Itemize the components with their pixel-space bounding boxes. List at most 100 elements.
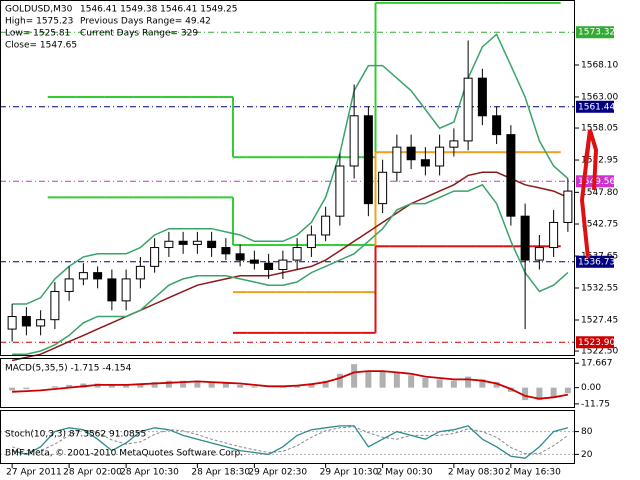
marker-label: 1573.32	[578, 28, 615, 38]
marker-label: 1561.44	[578, 102, 615, 112]
candle-body	[349, 115, 359, 167]
candle-body	[292, 247, 302, 261]
marker-box	[576, 336, 614, 349]
candle-body	[7, 316, 17, 330]
y-tick-label: 1547.80	[581, 188, 618, 198]
candle-body	[93, 272, 103, 280]
x-tick-label: 2 May 16:30	[505, 468, 561, 478]
macd-bar	[251, 386, 258, 388]
candle-body	[549, 221, 559, 249]
symbol: GOLDUSD,M30	[5, 5, 73, 15]
y-tick-label: 1527.45	[581, 315, 618, 325]
candle-body	[335, 165, 345, 217]
macd-frame	[0, 358, 575, 408]
marker-label: 1549.56	[578, 177, 615, 187]
candle-body	[150, 247, 160, 267]
candle-body	[207, 240, 217, 249]
candle-body	[520, 215, 530, 261]
candle-body	[178, 240, 188, 245]
marker-box	[576, 26, 614, 39]
candle-body	[121, 278, 131, 302]
candle-body	[50, 290, 60, 321]
y-tick-label: 1568.10	[581, 60, 618, 70]
macd-bar	[522, 387, 529, 401]
macd-signal	[12, 370, 569, 400]
cur-range: Current Days Range= 329	[80, 29, 198, 39]
footer: BMF-Meta, © 2001-2010 MetaQuotes Softwar…	[5, 449, 243, 459]
marker-box	[576, 255, 614, 268]
candle-body	[506, 134, 516, 217]
y-tick-label: 1558.05	[581, 124, 618, 134]
macd-bar	[465, 376, 472, 388]
macd-bar	[222, 383, 229, 388]
candle-body	[492, 115, 502, 136]
candle-body	[435, 146, 445, 167]
y-tick-label: 1532.55	[581, 283, 618, 293]
macd-bar	[536, 387, 543, 401]
candle-body	[192, 240, 202, 245]
x-tick-label: 27 Apr 2011	[6, 468, 62, 478]
candle-body	[235, 253, 245, 261]
main-frame	[0, 0, 575, 356]
marker-label: 1523.90	[578, 338, 615, 348]
candle-body	[36, 319, 46, 327]
candle-body	[78, 272, 88, 280]
macd-bar	[23, 387, 30, 390]
macd-bar	[237, 384, 244, 388]
y-tick-label: 80	[581, 427, 593, 437]
candle-body	[135, 265, 145, 280]
macd-bar	[493, 382, 500, 388]
macd-bar	[365, 371, 372, 388]
y-tick-label: 17.667	[581, 359, 613, 369]
indicator-line	[11, 171, 569, 362]
y-tick-label: 1542.75	[581, 220, 618, 230]
arrow	[579, 129, 599, 259]
candle-body	[477, 77, 487, 117]
macd-bar	[393, 372, 400, 388]
candle-body	[21, 316, 31, 327]
candle-body	[406, 146, 416, 161]
x-tick-label: 2 May 00:30	[377, 468, 433, 478]
stoch-main	[11, 425, 569, 459]
candle-body	[164, 240, 174, 249]
x-tick-label: 29 Apr 10:30	[320, 468, 379, 478]
candle-body	[363, 115, 373, 205]
candle-body	[221, 247, 231, 255]
macd-bar	[422, 377, 429, 388]
candle-body	[378, 171, 388, 205]
candle-body	[306, 234, 316, 249]
macd-bar	[208, 382, 215, 388]
x-tick-label: 29 Apr 02:30	[248, 468, 307, 478]
candle-body	[249, 259, 259, 264]
macd-bar	[165, 380, 172, 388]
x-tick-label: 28 Apr 10:30	[120, 468, 179, 478]
macd-bar	[336, 373, 343, 388]
macd-bar	[123, 384, 130, 388]
macd-bar	[151, 382, 158, 388]
candle-body	[278, 259, 288, 270]
marker-box	[576, 100, 614, 113]
candle-body	[534, 247, 544, 261]
prev-range: Previous Days Range= 49.42	[80, 17, 211, 27]
macd-bar	[194, 380, 201, 388]
candle-body	[264, 262, 274, 270]
indicator-line	[12, 33, 569, 305]
macd-bar	[550, 387, 557, 398]
plot: 1522.501527.451532.551537.651542.751547.…	[0, 1, 618, 478]
candle-body	[463, 77, 473, 142]
candle-body	[392, 146, 402, 173]
ohlc: 1546.41 1549.38 1546.41 1549.25	[80, 5, 237, 15]
candle-body	[321, 215, 331, 236]
y-tick-label: 0.00	[581, 383, 601, 393]
stoch-signal	[11, 426, 569, 455]
macd-bar	[408, 375, 415, 388]
macd-bar	[66, 384, 73, 388]
candle-body	[420, 159, 430, 167]
indicator-line	[12, 183, 569, 355]
high: High= 1575.23	[5, 17, 73, 27]
low: Low= 1525.81	[5, 29, 70, 39]
macd-bar	[9, 387, 16, 391]
candle-body	[449, 140, 459, 148]
